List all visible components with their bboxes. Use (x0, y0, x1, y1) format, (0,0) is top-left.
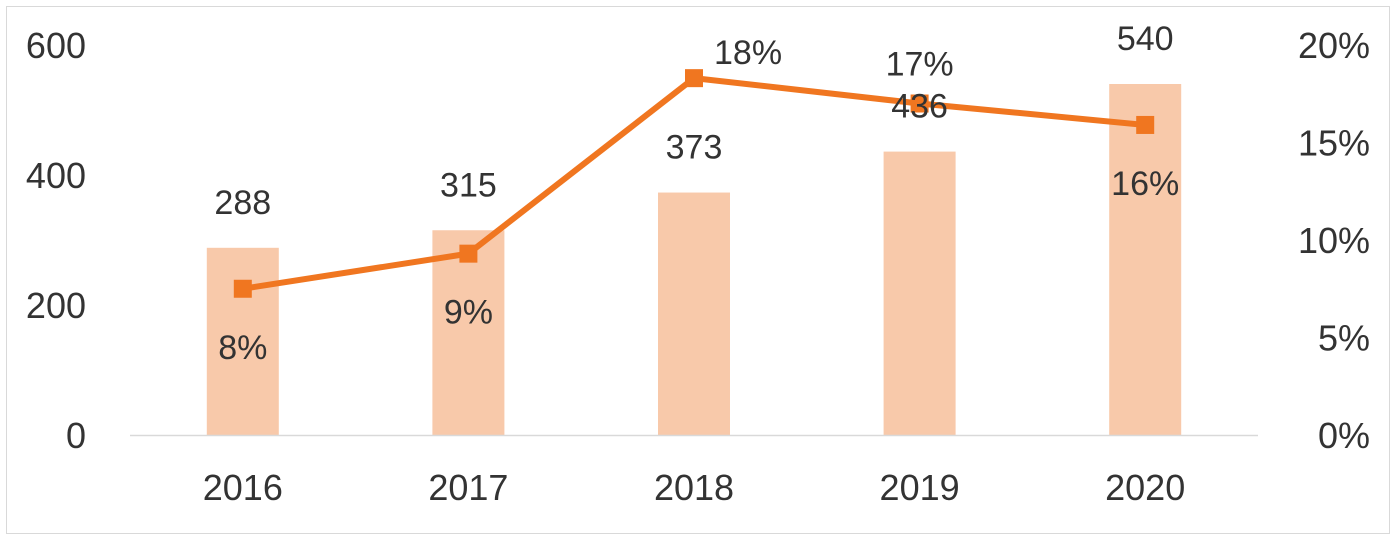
line-layer (233, 69, 1155, 298)
right-y-axis: 0% 5% 10% 15% 20% (1298, 25, 1370, 456)
bar-value-label: 315 (440, 166, 497, 204)
x-tick-label: 2018 (654, 467, 734, 508)
line-value-label: 8% (218, 329, 267, 367)
line-marker-2016 (233, 279, 252, 298)
left-y-axis: 0 200 400 600 (26, 25, 86, 456)
x-tick-label: 2016 (203, 467, 283, 508)
bar-value-label: 373 (666, 129, 723, 167)
line-marker-2017 (459, 244, 478, 263)
bars-layer (206, 84, 1182, 435)
x-axis: 2016 2017 2018 2019 2020 (203, 467, 1185, 508)
line-marker-2020 (1136, 115, 1155, 134)
left-tick-label: 0 (66, 415, 86, 456)
line-marker-2019 (910, 94, 929, 113)
data-labels-layer: 288 315 373 436 540 8% 9% 18% 17% 16% (214, 20, 1179, 367)
bar-value-label: 288 (214, 184, 271, 222)
line-value-label: 18% (714, 34, 782, 72)
left-tick-label: 600 (26, 25, 86, 66)
bar-2017 (432, 230, 505, 435)
x-tick-label: 2020 (1105, 467, 1185, 508)
line-value-label: 16% (1111, 165, 1179, 203)
right-tick-label: 10% (1298, 220, 1370, 261)
bar-2019 (883, 151, 956, 435)
bar-2018 (658, 192, 730, 435)
right-tick-label: 15% (1298, 123, 1370, 164)
bar-2016 (206, 247, 279, 435)
right-tick-label: 0% (1318, 415, 1370, 456)
x-tick-label: 2017 (428, 467, 508, 508)
bar-2020 (1109, 84, 1182, 435)
left-tick-label: 400 (26, 155, 86, 196)
right-tick-label: 5% (1318, 318, 1370, 359)
right-tick-label: 20% (1298, 25, 1370, 66)
bar-value-label: 540 (1117, 20, 1174, 58)
line-marker-2018 (685, 69, 703, 88)
bar-value-label: 436 (891, 88, 948, 126)
left-tick-label: 200 (26, 285, 86, 326)
line-value-label: 17% (886, 46, 954, 84)
line-value-label: 9% (444, 294, 493, 332)
x-tick-label: 2019 (880, 467, 960, 508)
